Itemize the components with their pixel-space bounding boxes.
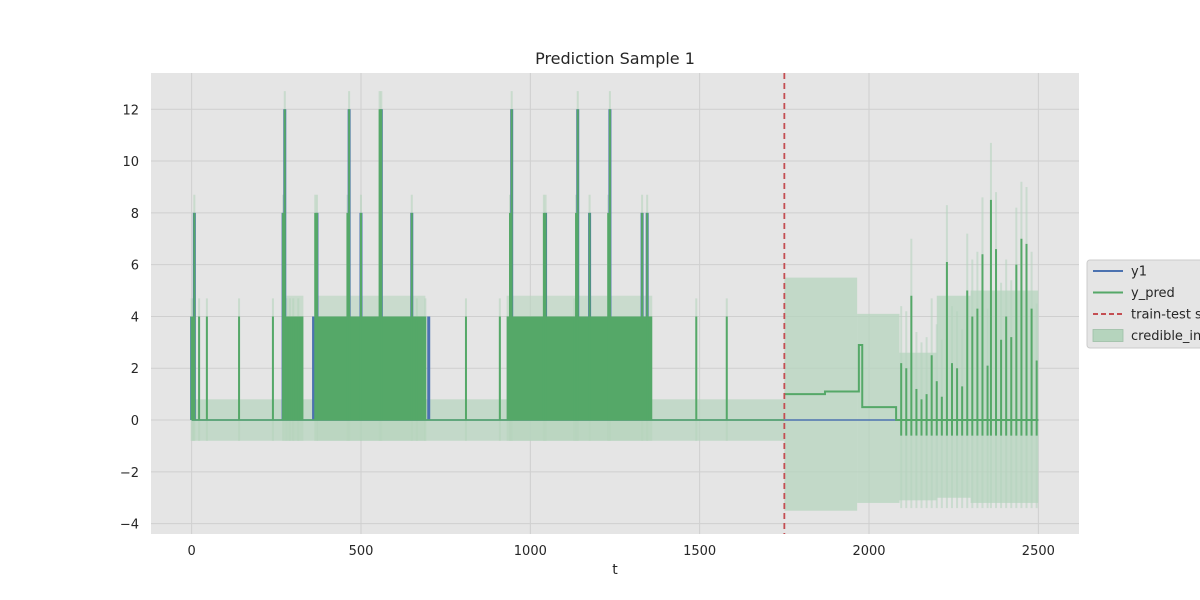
y-tick-label: 10 xyxy=(122,155,139,170)
axis-ticks: 0 500 1000 1500 2000 2500 −4 −2 0 2 4 6 8 10 12 xyxy=(120,103,1055,559)
ci-test-segment xyxy=(970,290,1039,503)
series-lines xyxy=(190,109,1039,436)
y-pred-dense-block xyxy=(506,316,653,421)
legend-label: credible_interval xyxy=(1131,329,1200,344)
y-tick-label: 12 xyxy=(122,103,139,118)
y-tick-label: 6 xyxy=(131,259,139,274)
y-tick-label: 0 xyxy=(131,414,139,429)
y-tick-label: −2 xyxy=(120,466,139,481)
legend-label: train-test split xyxy=(1131,308,1200,323)
y-tick-label: −4 xyxy=(120,518,139,533)
legend-box xyxy=(1086,259,1200,349)
legend: y1 y_pred train-test split credible_interva… xyxy=(1086,259,1200,349)
legend-swatch-patch xyxy=(1092,329,1124,342)
y-tick-label: 2 xyxy=(131,362,139,377)
x-tick-label: 500 xyxy=(349,544,374,559)
x-tick-label: 0 xyxy=(188,544,196,559)
ci-test-segment xyxy=(857,313,900,503)
y-tick-label: 8 xyxy=(131,207,139,222)
x-axis-label: t xyxy=(612,562,618,578)
y-pred-test-steps xyxy=(784,343,1039,422)
x-tick-label: 1000 xyxy=(514,544,547,559)
chart-title: Prediction Sample 1 xyxy=(535,49,695,68)
legend-label: y1 xyxy=(1131,265,1147,280)
x-tick-label: 2000 xyxy=(852,544,885,559)
y-tick-label: 4 xyxy=(131,310,139,325)
legend-label: y_pred xyxy=(1131,286,1175,301)
x-tick-label: 2500 xyxy=(1022,544,1055,559)
y-pred-dense-block xyxy=(316,316,426,421)
x-tick-label: 1500 xyxy=(683,544,716,559)
